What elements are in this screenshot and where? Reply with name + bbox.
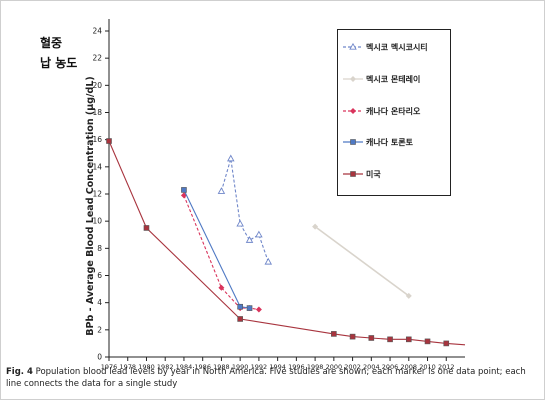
legend-swatch [343, 139, 363, 145]
series-4 [181, 187, 253, 311]
legend-swatch-marker [350, 76, 356, 82]
x-tick-label: 1982 [157, 363, 174, 371]
caption-fig-label: Fig. 4 [6, 367, 33, 377]
figure-frame [0, 0, 545, 400]
data-point [349, 333, 356, 340]
x-tick-label: 1980 [138, 363, 155, 371]
y-tick-label: 0 [97, 353, 102, 362]
data-point [312, 223, 319, 230]
legend-swatch-marker [350, 171, 356, 177]
legend-swatch [343, 171, 363, 177]
data-point [368, 335, 375, 341]
x-tick-label: 1988 [213, 363, 230, 371]
data-point [405, 292, 412, 299]
x-tick-label: 1978 [119, 363, 136, 371]
legend-item: 캐나다 토론토 [338, 135, 450, 151]
data-point [181, 187, 187, 193]
data-point [217, 187, 226, 194]
data-point [443, 340, 450, 347]
x-tick-label: 2002 [344, 363, 361, 371]
data-point [424, 338, 431, 345]
data-point [331, 331, 337, 337]
legend-swatch-marker [350, 108, 356, 114]
data-point [236, 219, 244, 227]
legend-label: 멕시코 몬테레이 [366, 75, 421, 84]
legend-swatch [343, 76, 363, 82]
data-point [255, 230, 263, 238]
caption-text: Population blood lead levels by year in … [6, 367, 526, 389]
y-tick-label: 4 [97, 298, 102, 307]
y-tick-label: 12 [92, 190, 102, 199]
figure-caption: Fig. 4 Population blood lead levels by y… [6, 367, 538, 390]
legend-item: 멕시코 몬테레이 [338, 72, 450, 88]
y-tick-label: 16 [92, 135, 102, 144]
legend-label: 미국 [366, 170, 381, 179]
legend-label: 캐나다 토론토 [366, 138, 413, 147]
x-tick-label: 1994 [269, 363, 286, 371]
legend-swatch-marker [349, 42, 357, 50]
legend-swatch [343, 42, 363, 50]
legend-item: 캐나다 온타리오 [338, 104, 450, 120]
legend-item: 미국 [338, 167, 450, 183]
series-5 [106, 138, 466, 347]
y-tick-label: 10 [92, 217, 102, 226]
data-point [264, 257, 273, 265]
y-tick-label: 24 [92, 27, 102, 36]
x-tick-label: 2008 [401, 363, 418, 371]
x-tick-label: 2004 [363, 363, 380, 371]
x-tick-label: 1984 [176, 363, 193, 371]
chart-series [106, 138, 466, 347]
x-tick-label: 1996 [288, 363, 305, 371]
y-axis-label: BPb - Average Blood Lead Concentration (… [85, 76, 96, 335]
data-point [405, 336, 412, 343]
legend-label: 캐나다 온타리오 [366, 107, 421, 116]
y-tick-label: 14 [92, 162, 102, 171]
x-tick-label: 2012 [438, 363, 455, 371]
data-point [237, 316, 243, 322]
series-2 [312, 223, 412, 299]
x-tick-label: 1992 [251, 363, 268, 371]
data-point [218, 284, 225, 291]
y-tick-label: 18 [92, 108, 102, 117]
x-tick-label: 1990 [232, 363, 249, 371]
series-line [183, 189, 250, 309]
y-tick-label: 8 [97, 244, 102, 253]
series-line [220, 158, 269, 263]
x-tick-label: 2010 [419, 363, 436, 371]
data-point [255, 306, 262, 313]
data-point [387, 336, 393, 343]
legend-label: 멕시코 멕시코시티 [366, 43, 428, 52]
series-1 [217, 154, 273, 265]
x-tick-label: 1976 [101, 363, 118, 371]
legend-item: 멕시코 멕시코시티 [338, 40, 450, 56]
title-line-2: 납 농도 [40, 56, 78, 70]
series-line [314, 225, 410, 297]
x-tick-label: 1998 [307, 363, 324, 371]
x-tick-label: 2006 [382, 363, 399, 371]
legend-swatch [343, 108, 363, 114]
legend-swatch-marker [350, 139, 356, 145]
y-tick-label: 22 [92, 54, 102, 63]
title-line-1: 혈중 [40, 36, 63, 50]
data-point [106, 138, 112, 144]
y-tick-label: 6 [97, 271, 102, 280]
data-point [245, 236, 254, 243]
data-point [227, 154, 235, 162]
data-point [143, 225, 150, 231]
series-3 [180, 192, 262, 313]
y-tick-label: 20 [92, 81, 102, 90]
y-tick-label: 2 [97, 325, 102, 334]
x-tick-label: 1986 [194, 363, 211, 371]
x-tick-label: 2000 [326, 363, 343, 371]
data-point [246, 305, 253, 311]
data-point [237, 303, 243, 310]
